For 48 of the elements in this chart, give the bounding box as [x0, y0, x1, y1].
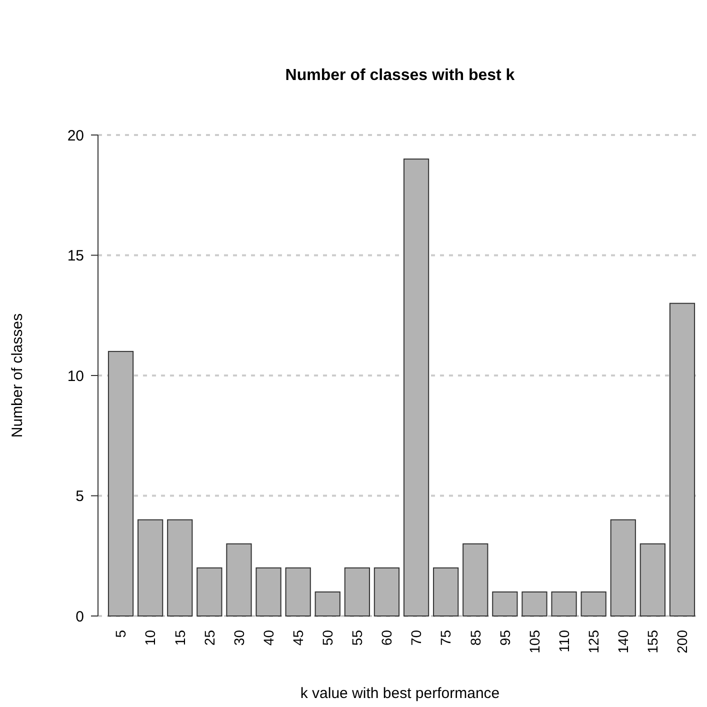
chart-title: Number of classes with best k	[285, 67, 515, 84]
bar	[669, 302, 696, 616]
x-tick-label: 95	[496, 630, 513, 646]
bar	[196, 567, 222, 616]
y-tick-label: 15	[67, 248, 84, 264]
x-tick-label: 155	[644, 630, 661, 654]
x-tick-label: 50	[320, 630, 336, 646]
bar	[344, 567, 370, 616]
bar	[167, 519, 193, 616]
bar	[403, 158, 430, 616]
x-tick-label: 60	[378, 630, 395, 646]
x-axis-title: k value with best performance	[300, 685, 500, 702]
bar	[640, 543, 666, 616]
x-tick-label: 40	[260, 630, 276, 646]
bar	[610, 519, 636, 616]
x-tick-label: 125	[585, 630, 602, 654]
x-tick-label: 105	[526, 630, 542, 654]
x-tick-label: 30	[230, 630, 247, 646]
y-tick-label: 20	[67, 127, 84, 144]
bar	[580, 591, 606, 616]
x-tick-label: 110	[556, 630, 572, 652]
x-tick-label: 140	[615, 630, 632, 654]
y-tick-label: 10	[67, 368, 84, 385]
bar	[285, 567, 311, 616]
x-tick-label: 85	[467, 630, 484, 646]
bar	[551, 591, 577, 616]
x-tick-label: 25	[201, 630, 218, 646]
x-tick-label: 15	[172, 630, 188, 646]
bar	[138, 519, 164, 616]
bar	[492, 591, 518, 616]
bar	[374, 567, 400, 616]
bar	[226, 543, 252, 616]
x-tick-label: 5	[112, 630, 129, 638]
bar	[108, 350, 134, 616]
x-tick-label: 70	[408, 630, 424, 646]
bar	[314, 591, 340, 616]
x-tick-label: 45	[290, 630, 306, 646]
x-tick-label: 200	[674, 630, 690, 654]
bar	[522, 591, 548, 616]
x-tick-label: 55	[349, 630, 366, 646]
bar	[462, 543, 488, 616]
bar	[433, 567, 459, 616]
x-tick-label: 10	[142, 630, 158, 646]
y-tick-label: 0	[76, 608, 84, 626]
y-tick-label: 5	[76, 488, 84, 505]
x-tick-label: 75	[438, 630, 454, 646]
bar	[256, 567, 282, 616]
y-axis-title: Number of classes	[9, 313, 26, 438]
